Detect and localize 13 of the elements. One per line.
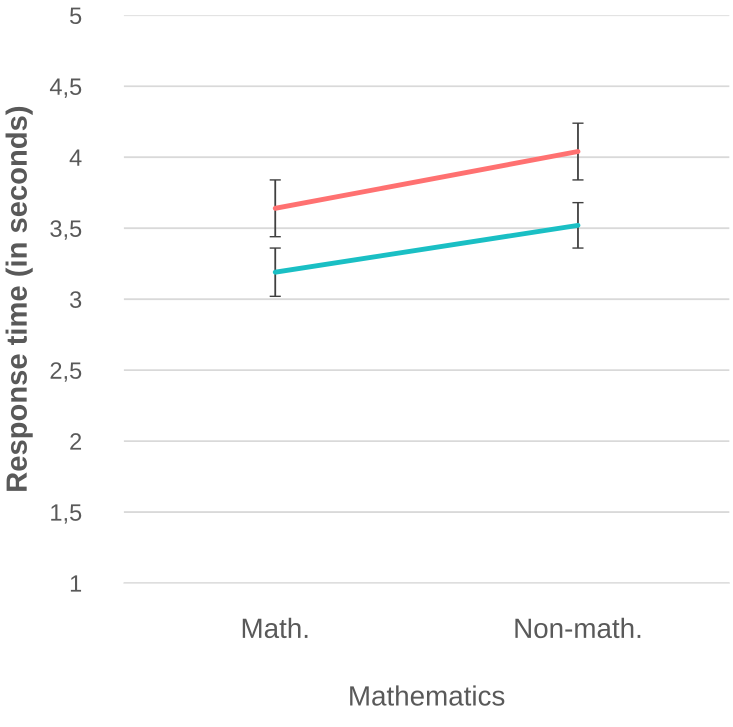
y-tick-label: 1,5 xyxy=(51,504,82,524)
y-tick-label: 4 xyxy=(70,150,82,166)
y-tick-label: 4,5 xyxy=(50,78,82,98)
y-axis-title: Response time (in seconds) xyxy=(6,106,33,491)
y-tick-label: 3 xyxy=(70,291,82,308)
y-tick-label: 2,5 xyxy=(50,362,82,382)
y-tick-label: 3,5 xyxy=(50,220,82,240)
y-tick-label: 1 xyxy=(70,575,82,592)
x-axis-title: Mathematics xyxy=(350,685,504,706)
x-tick-label: Non-math. xyxy=(515,618,640,638)
y-tick-label: 5 xyxy=(70,8,82,24)
y-tick-label: 2 xyxy=(70,433,82,450)
x-tick-label: Math. xyxy=(242,618,308,638)
